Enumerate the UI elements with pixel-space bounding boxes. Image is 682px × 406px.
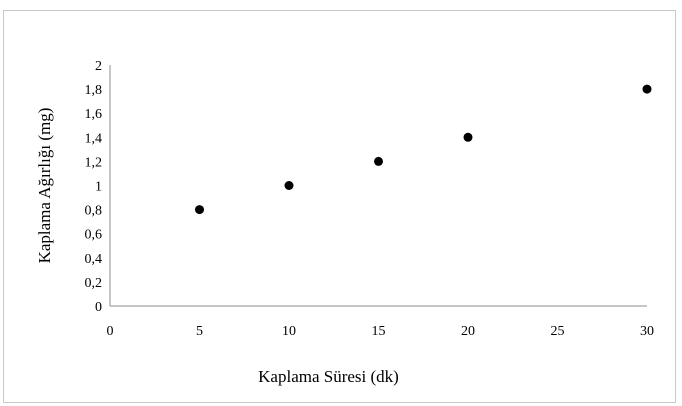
y-tick-label: 2 (95, 59, 102, 74)
y-tick-labels: 0 0,2 0,4 0,6 0,8 1 1,2 1,4 1,6 1,8 2 (85, 59, 103, 315)
x-tick-label: 30 (640, 324, 654, 339)
y-tick-label: 1,2 (85, 155, 103, 170)
x-tick-label: 10 (282, 324, 296, 339)
y-tick-label: 1,6 (85, 107, 103, 122)
y-tick-label: 0 (95, 300, 102, 315)
x-tick-labels: 0 5 10 15 20 25 30 (107, 324, 655, 339)
data-points (195, 84, 652, 215)
x-axis-title: Kaplama Süresi (dk) (258, 367, 399, 386)
y-tick-label: 0,8 (85, 204, 103, 219)
data-point (463, 132, 473, 142)
data-point (642, 84, 652, 94)
y-tick-label: 0,2 (85, 276, 103, 291)
data-point (195, 205, 204, 215)
data-point (284, 181, 294, 190)
y-tick-label: 1,8 (85, 83, 103, 98)
x-tick-label: 5 (196, 324, 203, 339)
chart-area (3, 10, 676, 403)
x-tick-label: 25 (551, 324, 565, 339)
y-tick-label: 1 (95, 180, 102, 195)
y-axis-title: Kaplama Ağırlığı (mg) (35, 108, 54, 264)
y-tick-label: 0,6 (85, 228, 103, 243)
x-tick-label: 20 (461, 324, 475, 339)
y-tick-label: 0,4 (85, 252, 103, 267)
x-tick-label: 0 (107, 324, 114, 339)
x-tick-label: 15 (372, 324, 386, 339)
data-point (374, 156, 383, 166)
y-tick-label: 1,4 (85, 131, 103, 146)
